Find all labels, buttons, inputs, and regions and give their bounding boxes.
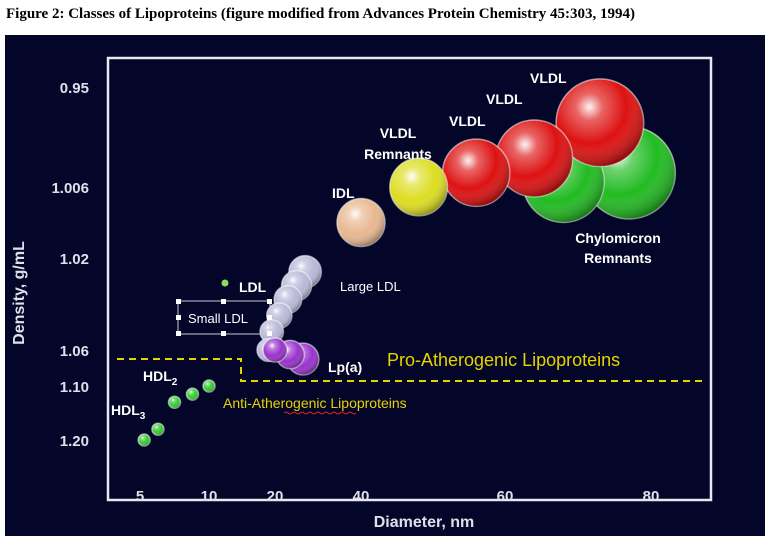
vldl-remnants-particle-gloss [389,158,448,216]
hdl3-label: HDL3 [111,402,146,422]
small-ldl-selection[interactable] [176,279,272,337]
hdl2-label: HDL2 [143,368,178,388]
lp-a-particle-gloss [263,338,287,362]
chylomicron-remnants-label-line1: Chylomicron [575,230,661,246]
x-axis-label: Diameter, nm [374,514,474,531]
hdl2-particle-gloss [203,380,215,392]
x-tick-label: 80 [643,488,660,505]
vldl-label: VLDL [486,91,523,107]
selection-handle[interactable] [176,331,181,336]
idl-particle-gloss [337,198,385,247]
selection-handle[interactable] [176,299,181,304]
small-ldl-label: Small LDL [188,311,248,326]
selection-handle[interactable] [221,299,226,304]
y-tick-label: 0.95 [60,80,89,97]
y-tick-label: 1.06 [60,343,89,360]
selection-handle[interactable] [221,331,226,336]
vldl-remnants-label-line2: Remnants [364,146,432,162]
x-tick-label: 40 [353,488,370,505]
y-tick-label: 1.02 [60,251,89,268]
chart-panel: Diameter, nm Density, g/mL 5 10 20 40 60… [5,35,765,536]
y-tick-label: 1.20 [60,433,89,450]
vldl-label: VLDL [449,113,486,129]
hdl2-label-sub: 2 [172,377,178,388]
plot-frame [106,56,713,502]
spellcheck-underline [283,411,357,415]
y-axis-label: Density, g/mL [11,241,28,345]
hdl2-label-base: HDL [143,368,172,384]
particle-layer [137,78,677,447]
x-tick-label: 20 [267,488,284,505]
hdl2-particle-gloss [168,396,181,409]
selection-handle[interactable] [267,331,272,336]
selection-handle[interactable] [176,315,181,320]
large-ldl-label: Large LDL [340,279,401,294]
vldl-particle-gloss [495,120,573,197]
hdl3-label-base: HDL [111,402,140,418]
vldl-label: VLDL [530,70,567,86]
x-tick-label: 10 [201,488,218,505]
idl-label: IDL [332,185,355,201]
selection-handle[interactable] [267,315,272,320]
y-tick-label: 1.006 [51,180,89,197]
lpa-label: Lp(a) [328,359,362,375]
y-tick-label: 1.10 [60,379,89,396]
hdl3-particle-gloss [151,423,164,436]
x-tick-label: 5 [136,488,144,505]
atherogenic-divider [117,358,707,382]
vldl-particle-gloss [442,139,510,207]
pro-atherogenic-label: Pro-Atherogenic Lipoproteins [387,350,620,370]
lipoprotein-chart: Diameter, nm Density, g/mL 5 10 20 40 60… [11,56,713,531]
hdl3-label-sub: 3 [140,411,146,422]
vldl-remnants-label-line1: VLDL [380,125,417,141]
vldl-particle-gloss [556,78,644,167]
x-tick-label: 60 [497,488,514,505]
ldl-label: LDL [239,279,267,295]
hdl2-particle-gloss [186,388,199,401]
figure-caption: Figure 2: Classes of Lipoproteins (figur… [6,6,635,22]
hdl3-particle-gloss [138,434,151,446]
rotate-handle[interactable] [221,279,229,287]
selection-handle[interactable] [267,299,272,304]
chylomicron-remnants-label-line2: Remnants [584,250,652,266]
anti-atherogenic-label: Anti-Atherogenic Lipoproteins [223,395,407,411]
